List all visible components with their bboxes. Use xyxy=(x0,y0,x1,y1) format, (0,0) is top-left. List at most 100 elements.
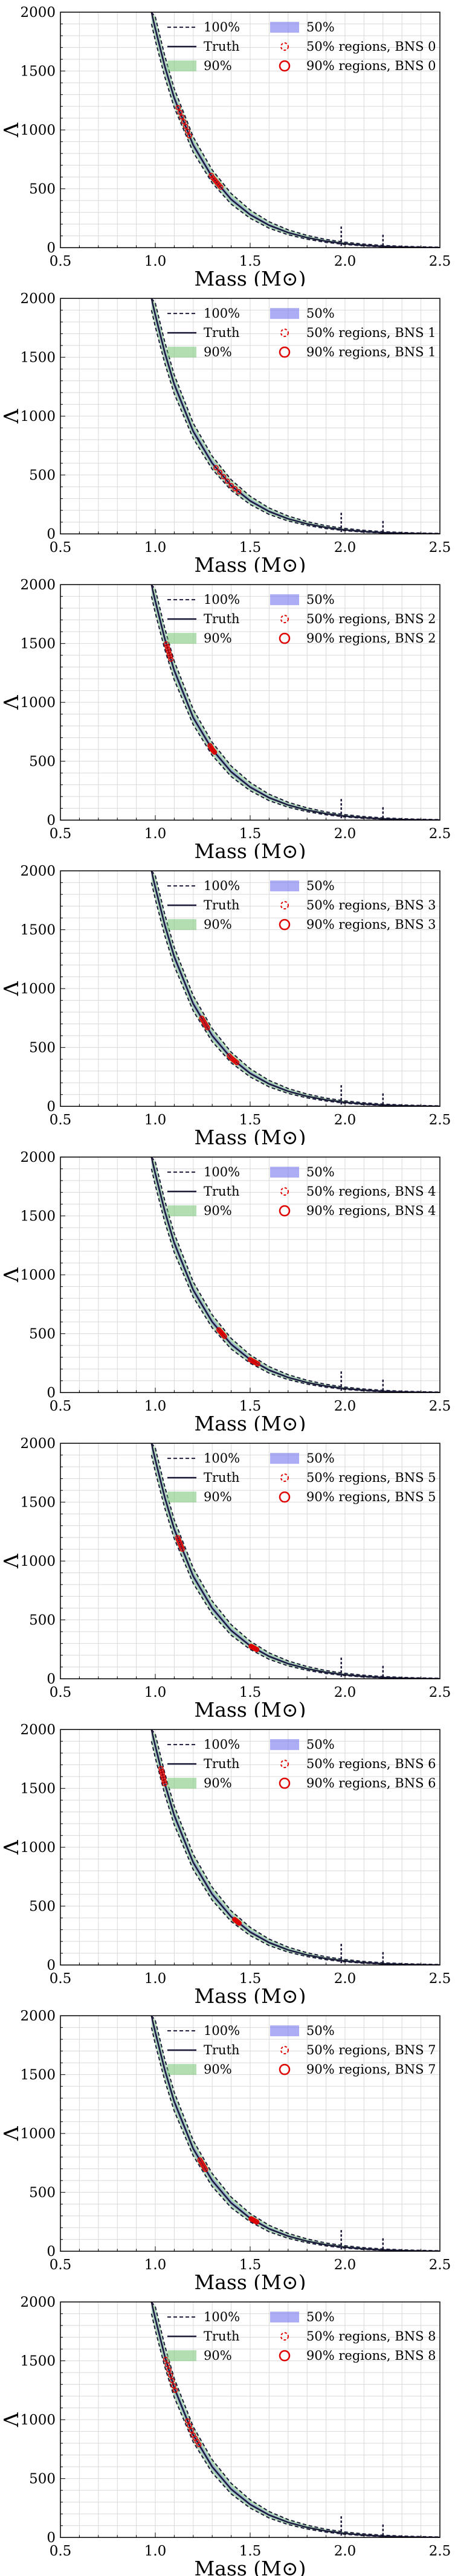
legend-label-50: 50% xyxy=(306,592,335,607)
x-tick-label: 2.5 xyxy=(429,254,451,269)
y-tick-label: 0 xyxy=(47,2244,56,2260)
legend-label-90-region: 90% regions, BNS 6 xyxy=(306,1776,436,1790)
region-point xyxy=(255,1361,260,1366)
line-100-upper xyxy=(150,585,440,821)
y-tick-label: 2000 xyxy=(20,5,56,21)
x-axis-label: Mass (M⊙) xyxy=(194,267,306,286)
region-cluster xyxy=(231,1917,242,1926)
x-tick-label: 1.5 xyxy=(239,2543,262,2559)
legend-label-100: 100% xyxy=(204,2023,240,2038)
line-100-upper xyxy=(150,2016,440,2252)
region-point xyxy=(236,489,242,495)
region-point xyxy=(254,1647,260,1653)
chart-panel: 0.5 1.0 1.5 2.0 2.5 0 500 1000 1500 2000 Mass (M⊙)… xyxy=(0,1436,451,1717)
legend-swatch-50-region xyxy=(280,42,289,51)
y-axis-label: Λ xyxy=(0,694,23,710)
y-tick-label: 0 xyxy=(47,1385,56,1401)
y-axis-label: Λ xyxy=(0,408,23,424)
x-tick-label: 1.5 xyxy=(239,1112,262,1128)
y-tick-label: 500 xyxy=(29,1613,56,1629)
region-cluster xyxy=(163,641,174,662)
region-point xyxy=(162,1781,168,1787)
region-cluster xyxy=(247,1357,260,1366)
region-point xyxy=(202,2167,208,2173)
x-tick-label: 1.0 xyxy=(144,2257,167,2273)
x-axis-label: Mass (M⊙) xyxy=(194,2270,306,2290)
chart-panel: 0.5 1.0 1.5 2.0 2.5 0 500 1000 1500 2000 Mass (M⊙)… xyxy=(0,1722,451,2004)
legend-label-90-region: 90% regions, BNS 3 xyxy=(306,917,436,932)
x-tick-label: 1.5 xyxy=(239,540,262,556)
x-tick-label: 2.0 xyxy=(334,2543,357,2559)
x-tick-label: 1.0 xyxy=(144,1685,167,1700)
legend-label-90: 90% xyxy=(204,345,232,359)
y-tick-label: 0 xyxy=(47,1099,56,1115)
x-axis-label: Mass (M⊙) xyxy=(194,839,306,859)
legend-swatch-50-region xyxy=(280,328,289,338)
legend-swatch-90-region xyxy=(279,346,291,358)
chart-panel: 0.5 1.0 1.5 2.0 2.5 0 500 1000 1500 2000 Mass (M⊙)… xyxy=(0,1150,451,1431)
line-100-lower xyxy=(150,1741,440,1966)
line-100-upper xyxy=(150,871,440,1107)
region-point xyxy=(166,649,172,655)
legend-label-90: 90% xyxy=(204,917,232,932)
y-tick-label: 1500 xyxy=(20,2354,56,2369)
plot-area xyxy=(150,1443,440,1679)
x-tick-label: 0.5 xyxy=(50,1971,72,1987)
legend-swatch-90 xyxy=(167,347,196,358)
y-tick-label: 0 xyxy=(47,1671,56,1687)
x-tick-label: 2.0 xyxy=(334,540,357,556)
region-point xyxy=(167,2373,173,2378)
x-tick-label: 2.5 xyxy=(429,2543,451,2559)
legend-swatch-90-region xyxy=(279,60,291,72)
legend-label-50-region: 50% regions, BNS 4 xyxy=(306,1184,436,1199)
region-point xyxy=(161,1778,167,1784)
ticks: 0.5 1.0 1.5 2.0 2.5 0 500 1000 1500 2000 xyxy=(20,1150,451,1414)
legend-label-90: 90% xyxy=(204,59,232,73)
y-tick-label: 1000 xyxy=(20,1840,56,1856)
x-tick-label: 2.5 xyxy=(429,1399,451,1414)
truth-line xyxy=(150,2016,440,2252)
region-cluster xyxy=(175,104,192,139)
y-tick-label: 500 xyxy=(29,1040,56,1056)
line-100-upper xyxy=(150,1157,440,1393)
legend-label-truth: Truth xyxy=(204,898,240,912)
legend-label-90: 90% xyxy=(204,2062,232,2077)
line-100-lower xyxy=(150,596,440,821)
legend: 100% Truth 90% 50% 50% regions, BNS 4 90% reg… xyxy=(167,1165,436,1218)
region-point xyxy=(164,2362,170,2368)
x-tick-label: 0.5 xyxy=(50,1399,72,1414)
band-50 xyxy=(151,2302,440,2538)
legend-label-90-region: 90% regions, BNS 2 xyxy=(306,631,436,646)
legend-label-50-region: 50% regions, BNS 7 xyxy=(306,2043,436,2057)
line-100-lower xyxy=(150,2027,440,2252)
region-point xyxy=(234,1060,240,1066)
region-cluster xyxy=(199,1015,210,1031)
ticks: 0.5 1.0 1.5 2.0 2.5 0 500 1000 1500 2000 xyxy=(20,2008,451,2273)
legend-label-50: 50% xyxy=(306,20,335,34)
legend-label-50: 50% xyxy=(306,1165,335,1179)
legend-swatch-90 xyxy=(167,1205,196,1217)
legend-label-90-region: 90% regions, BNS 4 xyxy=(306,1203,436,1218)
legend-label-100: 100% xyxy=(204,879,240,893)
plot-area xyxy=(150,12,440,248)
x-tick-label: 1.0 xyxy=(144,1112,167,1128)
legend-label-truth: Truth xyxy=(204,1470,240,1485)
x-tick-label: 0.5 xyxy=(50,826,72,842)
legend-label-50-region: 50% regions, BNS 5 xyxy=(306,1470,436,1485)
line-100-upper xyxy=(150,12,440,248)
legend-swatch-50 xyxy=(270,2025,299,2037)
y-axis-label: Λ xyxy=(0,122,23,138)
chart-panel: 0.5 1.0 1.5 2.0 2.5 0 500 1000 1500 2000 Mass (M⊙)… xyxy=(0,577,451,859)
y-tick-label: 1500 xyxy=(20,923,56,938)
region-point xyxy=(187,2423,192,2429)
legend-label-50-region: 50% regions, BNS 6 xyxy=(306,1757,436,1771)
plot-area xyxy=(150,2016,440,2252)
y-tick-label: 1500 xyxy=(20,1495,56,1511)
region-point xyxy=(221,474,227,479)
region-point xyxy=(166,651,172,657)
legend: 100% Truth 90% 50% 50% regions, BNS 0 90% reg… xyxy=(167,20,436,73)
region-point xyxy=(163,641,169,647)
x-tick-label: 1.5 xyxy=(239,826,262,842)
region-point xyxy=(168,656,174,662)
